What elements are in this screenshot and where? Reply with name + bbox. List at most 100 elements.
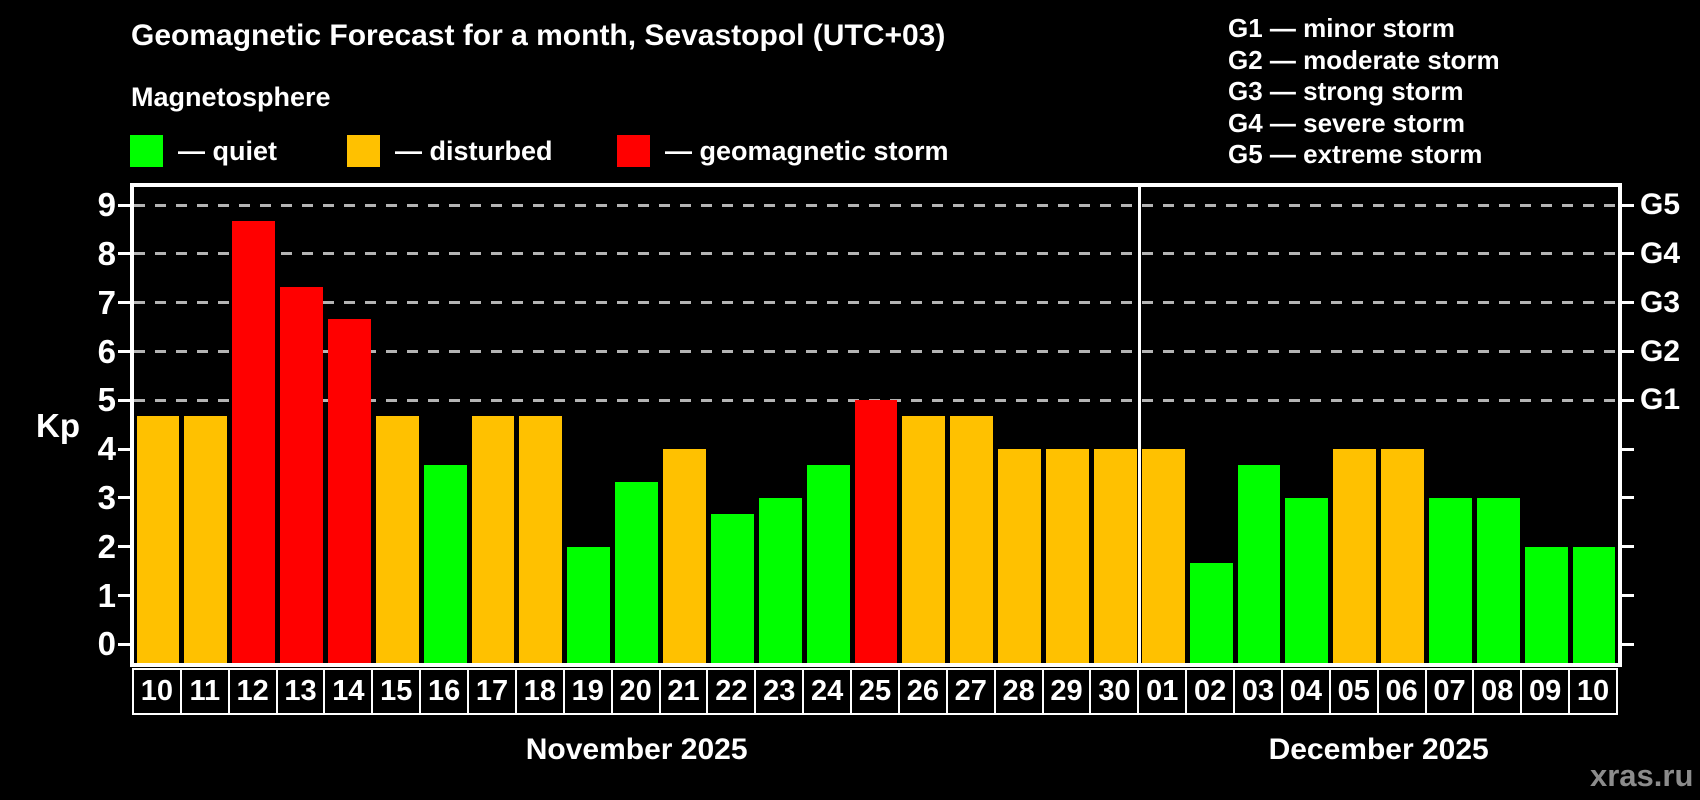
y-tick-label-9: 9 <box>97 186 116 224</box>
kp-bar-day-19 <box>567 546 611 663</box>
kp-bar-day-17 <box>471 416 515 663</box>
kp-bar-day-30 <box>1093 449 1137 663</box>
kp-bar-day-25 <box>854 400 898 663</box>
gridline-kp9 <box>134 203 1618 207</box>
day-label-box: 30 <box>1089 668 1140 715</box>
kp-bar-day-02 <box>1189 562 1233 663</box>
storm-scale-legend: G1 — minor storm G2 — moderate storm G3 — … <box>1228 13 1500 171</box>
right-axis-tick-8 <box>1622 252 1634 256</box>
gridline-kp6 <box>134 350 1618 354</box>
day-label-box: 15 <box>371 668 422 715</box>
plot-frame <box>130 183 1622 667</box>
legend-label-disturbed: — disturbed <box>395 135 553 166</box>
legend-item-quiet: — quiet <box>130 134 277 168</box>
kp-bar-day-28 <box>998 449 1042 663</box>
left-axis-tick-6 <box>118 350 130 354</box>
month-separator <box>1137 187 1141 663</box>
left-axis-tick-7 <box>118 301 130 305</box>
y-tick-label-7: 7 <box>97 283 116 321</box>
gridline-kp5 <box>134 398 1618 402</box>
kp-bar-day-21 <box>663 449 706 663</box>
chart-subtitle: Magnetosphere <box>131 82 331 112</box>
gridline-kp7 <box>134 301 1618 305</box>
day-label-box: 18 <box>514 668 565 715</box>
left-axis-tick-0 <box>118 642 130 646</box>
kp-bar-day-24 <box>806 465 850 663</box>
day-label-box: 28 <box>993 668 1044 715</box>
day-label-box: 06 <box>1376 668 1427 715</box>
g-scale-label-g3: G3 <box>1640 285 1681 319</box>
storm-scale-line-g4: G4 — severe storm <box>1228 107 1466 138</box>
kp-bar-day-16 <box>423 465 467 663</box>
legend-label-storm: — geomagnetic storm <box>665 135 949 166</box>
g-scale-label-g5: G5 <box>1640 188 1681 222</box>
day-label-box: 23 <box>754 668 805 715</box>
left-axis-tick-8 <box>118 252 130 256</box>
day-label-box: 11 <box>179 668 230 715</box>
kp-bar-day-10 <box>1572 546 1616 663</box>
g-scale-label-g4: G4 <box>1640 236 1681 270</box>
kp-status-legend: — quiet — disturbed — geomagnetic storm <box>0 134 1700 170</box>
day-label-box: 03 <box>1233 668 1283 715</box>
day-label-box: 24 <box>802 668 853 715</box>
day-label-box: 27 <box>945 668 996 715</box>
storm-scale-line-g1: G1 — minor storm <box>1228 13 1455 43</box>
kp-bar-day-14 <box>327 318 371 663</box>
day-label-box: 19 <box>562 668 613 715</box>
y-tick-label-8: 8 <box>97 234 116 272</box>
kp-bar-day-18 <box>519 416 563 663</box>
kp-bar-day-20 <box>615 481 659 663</box>
day-label-box: 05 <box>1328 668 1379 715</box>
right-axis-tick-5 <box>1622 398 1634 402</box>
y-axis-title: Kp <box>36 407 80 444</box>
kp-bar-day-01 <box>1141 449 1185 663</box>
right-axis-tick-9 <box>1622 203 1634 207</box>
plot-area <box>134 187 1618 663</box>
day-label-box: 25 <box>850 668 900 715</box>
left-axis-tick-5 <box>118 398 130 402</box>
storm-scale-line-g2: G2 — moderate storm <box>1228 44 1500 75</box>
day-label-box: 12 <box>227 668 278 715</box>
kp-bar-day-27 <box>950 416 994 663</box>
left-axis-tick-9 <box>118 203 130 207</box>
left-axis-tick-3 <box>118 496 130 500</box>
right-axis-tick-7 <box>1622 301 1634 305</box>
day-label-box: 10 <box>1568 668 1618 715</box>
kp-bar-day-08 <box>1476 498 1520 663</box>
storm-color-swatch <box>617 135 650 167</box>
day-label-box: 02 <box>1185 668 1236 715</box>
day-label-box: 22 <box>706 668 757 715</box>
y-tick-label-0: 0 <box>97 625 116 663</box>
day-label-box: 21 <box>658 668 709 715</box>
day-label-box: 16 <box>419 668 470 715</box>
kp-bar-day-09 <box>1524 546 1568 663</box>
kp-bar-day-13 <box>280 286 323 663</box>
quiet-color-swatch <box>130 135 163 167</box>
storm-scale-line-g5: G5 — extreme storm <box>1228 139 1483 169</box>
month-label-december: December 2025 <box>1268 733 1489 766</box>
chart-title: Geomagnetic Forecast for a month, Sevast… <box>131 19 946 52</box>
kp-bar-day-06 <box>1381 449 1424 663</box>
kp-bar-day-29 <box>1046 449 1089 663</box>
right-axis-tick-1 <box>1622 594 1634 598</box>
gridline-kp8 <box>134 252 1618 256</box>
g-scale-label-g2: G2 <box>1640 334 1681 368</box>
day-label-box: 10 <box>132 668 182 715</box>
kp-bar-day-23 <box>758 498 802 663</box>
left-axis-tick-1 <box>118 594 130 598</box>
day-label-box: 17 <box>467 668 517 715</box>
day-label-box: 20 <box>610 668 661 715</box>
kp-bar-day-15 <box>375 416 419 663</box>
y-tick-label-3: 3 <box>97 478 116 516</box>
right-axis-tick-3 <box>1622 496 1634 500</box>
g-scale-label-g1: G1 <box>1640 383 1681 417</box>
y-tick-label-1: 1 <box>97 576 116 614</box>
day-label-box: 08 <box>1472 668 1523 715</box>
day-label-box: 09 <box>1520 668 1571 715</box>
right-axis-tick-0 <box>1622 642 1634 646</box>
legend-label-quiet: — quiet <box>178 135 277 166</box>
kp-bar-day-07 <box>1429 498 1472 663</box>
day-label-box: 04 <box>1280 668 1331 715</box>
storm-scale-line-g3: G3 — strong storm <box>1228 76 1464 106</box>
